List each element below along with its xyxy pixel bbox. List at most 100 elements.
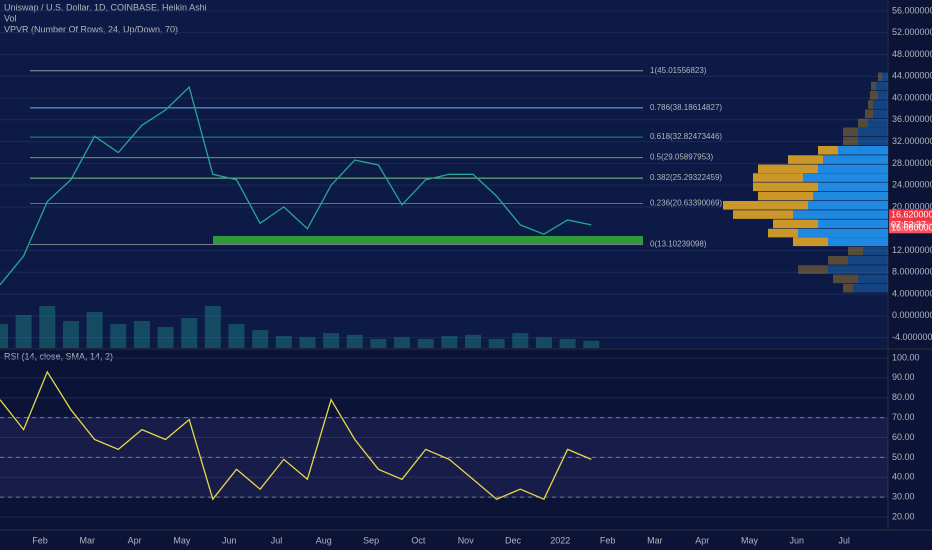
volume-bar xyxy=(204,306,221,348)
volume-bar xyxy=(535,337,552,348)
volume-bar xyxy=(441,336,458,348)
volume-bar xyxy=(488,339,505,348)
volume-bar xyxy=(181,318,198,348)
rsi-title: RSI (14, close, SMA, 14, 2) xyxy=(4,351,113,361)
vpvr-up xyxy=(873,109,888,119)
y-tick-label: 52.00000000 xyxy=(892,27,932,37)
x-tick-label: Jul xyxy=(271,535,283,545)
fib-label: 0.382(25.29322459) xyxy=(650,173,722,182)
vpvr-up xyxy=(858,127,888,137)
countdown: 07:52:37 xyxy=(891,220,926,230)
vpvr-down xyxy=(870,91,878,100)
fib-label: 0.786(38.18614827) xyxy=(650,103,722,112)
vpvr-down xyxy=(793,237,828,247)
x-tick-label: Feb xyxy=(600,535,616,545)
price-badge xyxy=(889,222,932,234)
volume-bar xyxy=(62,321,79,348)
vpvr-down xyxy=(753,173,803,182)
volume-bar xyxy=(394,337,411,348)
volume-bar xyxy=(583,340,600,348)
vpvr-down xyxy=(878,72,882,82)
x-tick-label: Feb xyxy=(32,535,48,545)
vpvr-up xyxy=(808,201,888,210)
vpvr-up xyxy=(876,81,888,91)
vpvr-up xyxy=(858,274,888,284)
y-tick-label: 80.00 xyxy=(892,392,915,402)
x-tick-label: 2022 xyxy=(550,535,570,545)
y-tick-label: 30.00 xyxy=(892,492,915,502)
fib-label: 0.5(29.05897953) xyxy=(650,153,714,162)
fib-label: 0.618(32.82473446) xyxy=(650,132,722,141)
vpvr-down xyxy=(798,265,828,274)
volume-bar xyxy=(252,330,269,348)
y-tick-label: 0.00000000 xyxy=(892,310,932,320)
vpvr-down xyxy=(843,283,853,293)
vpvr-up xyxy=(873,100,888,109)
vpvr-up xyxy=(868,118,888,128)
x-tick-label: Apr xyxy=(695,535,709,545)
y-tick-label: 24.00000000 xyxy=(892,180,932,190)
fib-label: 0(13.10239098) xyxy=(650,240,707,249)
y-tick-label: 70.00 xyxy=(892,412,915,422)
x-tick-label: Oct xyxy=(411,535,426,545)
fib-label: 0.236(20.63390069) xyxy=(650,199,722,208)
vpvr-down xyxy=(758,164,818,174)
volume-bar xyxy=(346,334,363,348)
vpvr-down xyxy=(723,201,808,210)
vpvr-up xyxy=(818,164,888,174)
vpvr-down xyxy=(758,191,813,201)
x-tick-label: Dec xyxy=(505,535,522,545)
vpvr-down xyxy=(818,146,838,155)
vpvr-down xyxy=(733,210,793,219)
vpvr-up xyxy=(858,136,888,146)
vpvr-up xyxy=(882,72,888,82)
volume-bar xyxy=(323,333,340,348)
y-tick-label: 32.00000000 xyxy=(892,136,932,146)
y-tick-label: 40.00 xyxy=(892,472,915,482)
vpvr-down xyxy=(843,136,858,146)
vpvr-down xyxy=(768,228,798,238)
volume-title: Vol xyxy=(4,13,17,23)
volume-bar xyxy=(0,324,8,348)
x-tick-label: Nov xyxy=(458,535,475,545)
vpvr-up xyxy=(818,219,888,229)
y-tick-label: 56.00000000 xyxy=(892,5,932,15)
volume-bar xyxy=(110,324,127,348)
y-tick-label: 36.00000000 xyxy=(892,114,932,124)
volume-bar xyxy=(86,312,103,348)
volume-bar xyxy=(133,321,150,348)
vpvr-down xyxy=(828,256,848,265)
vpvr-down xyxy=(773,219,818,229)
vpvr-down xyxy=(865,109,873,119)
vpvr-up xyxy=(803,173,888,182)
y-tick-label: 40.00000000 xyxy=(892,92,932,102)
y-tick-label: 44.00000000 xyxy=(892,71,932,81)
vpvr-up xyxy=(818,182,888,192)
fib-label: 1(45.01556823) xyxy=(650,66,707,75)
x-tick-label: Jul xyxy=(838,535,850,545)
vpvr-up xyxy=(828,237,888,247)
vpvr-up xyxy=(823,155,888,164)
volume-bar xyxy=(275,336,292,348)
y-tick-label: 20.00000000 xyxy=(892,201,932,211)
volume-bar xyxy=(15,315,32,348)
x-tick-label: May xyxy=(741,535,759,545)
volume-bar xyxy=(228,324,245,348)
vpvr-up xyxy=(798,228,888,238)
x-tick-label: Jun xyxy=(222,535,237,545)
vpvr-up xyxy=(863,246,888,256)
x-tick-label: Jun xyxy=(790,535,805,545)
vpvr-up xyxy=(813,191,888,201)
x-tick-label: Mar xyxy=(647,535,663,545)
x-tick-label: Apr xyxy=(128,535,142,545)
vpvr-title: VPVR (Number Of Rows, 24, Up/Down, 70) xyxy=(4,24,178,34)
price-badge-label: 16.08000000 xyxy=(891,223,932,233)
volume-bar xyxy=(465,334,481,348)
volume-bar xyxy=(370,339,387,348)
y-tick-label: 100.00 xyxy=(892,352,920,362)
y-tick-label: 90.00 xyxy=(892,372,915,382)
support-zone xyxy=(213,236,643,244)
volume-bar xyxy=(417,339,434,348)
